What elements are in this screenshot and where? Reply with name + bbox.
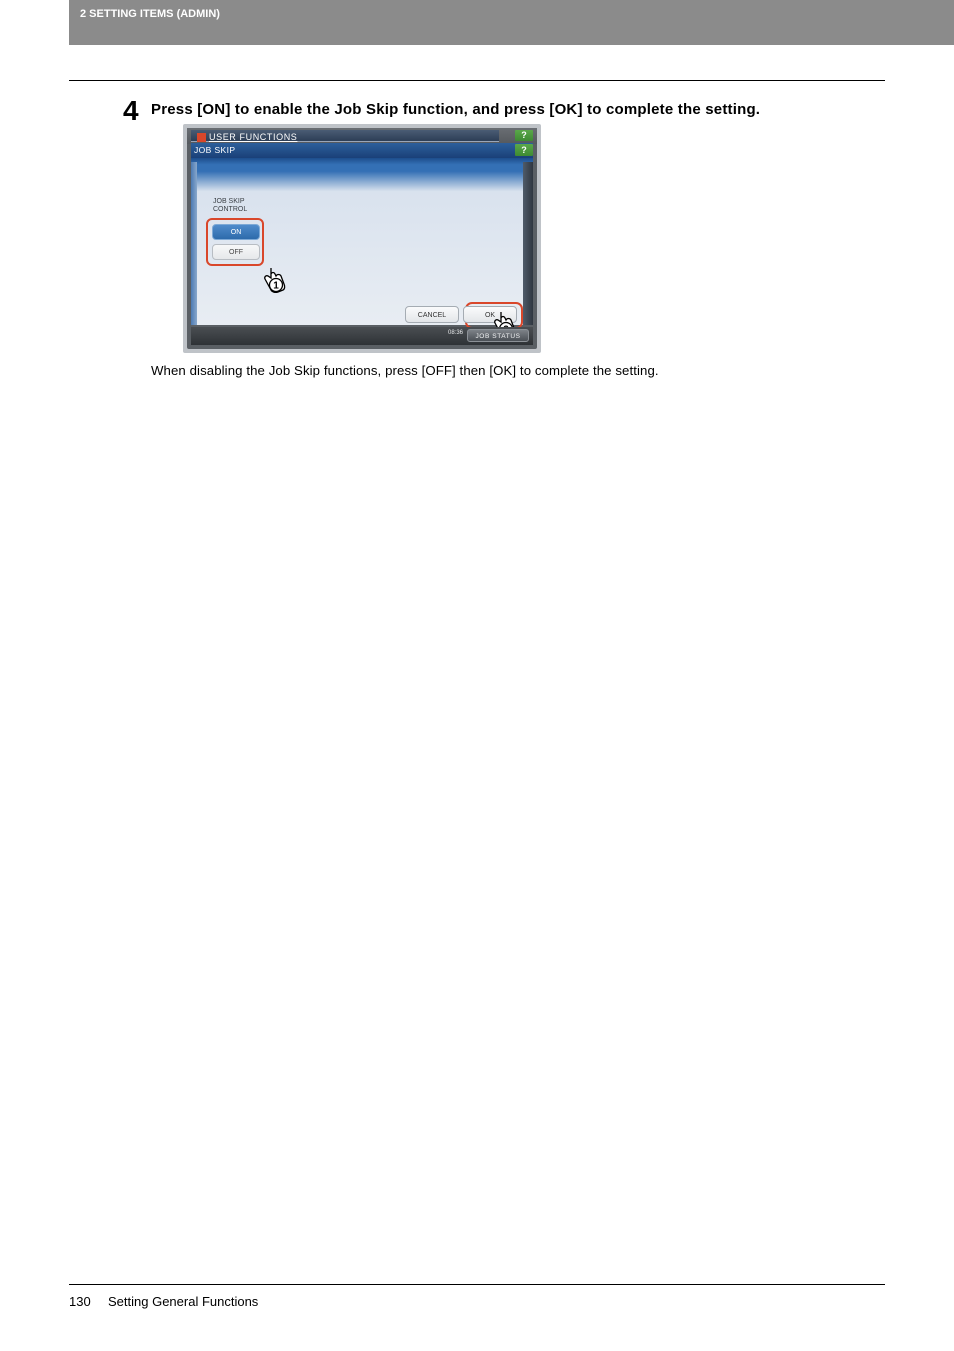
page-number: 130 <box>69 1294 91 1309</box>
note-text: When disabling the Job Skip functions, p… <box>151 363 659 378</box>
on-button[interactable]: ON <box>212 224 260 240</box>
control-label-line1: JOB SKIP <box>213 198 245 205</box>
off-button[interactable]: OFF <box>212 244 260 260</box>
step-instruction: Press [ON] to enable the Job Skip functi… <box>151 101 760 118</box>
page-header: 2 SETTING ITEMS (ADMIN) <box>69 0 954 45</box>
right-edge <box>523 162 533 325</box>
help-icon[interactable]: ? <box>515 144 533 156</box>
title-strip: USER FUNCTIONS <box>191 130 499 142</box>
control-label: JOB SKIP CONTROL <box>213 198 247 214</box>
control-label-line2: CONTROL <box>213 206 247 213</box>
device-screenshot: USER FUNCTIONS ? JOB SKIP ? JOB SKIP CON… <box>183 124 541 353</box>
status-bar: 08:36 JOB STATUS <box>191 327 533 345</box>
job-status-button[interactable]: JOB STATUS <box>467 329 529 342</box>
cancel-button[interactable]: CANCEL <box>405 306 459 323</box>
left-edge <box>191 162 197 325</box>
content-area: JOB SKIP CONTROL ON OFF 1 CA <box>191 158 533 325</box>
subheader-text: JOB SKIP <box>194 145 235 155</box>
help-icon[interactable]: ? <box>515 130 533 141</box>
callout-hand-1: 1 <box>259 266 285 292</box>
header-text: 2 SETTING ITEMS (ADMIN) <box>80 8 220 20</box>
callout-number-1: 1 <box>273 281 279 292</box>
logo-icon <box>197 133 206 142</box>
title-row: USER FUNCTIONS ? <box>187 128 537 144</box>
subheader-row: JOB SKIP ? <box>191 143 533 158</box>
button-row: CANCEL OK 2 <box>197 303 527 323</box>
screen-frame: USER FUNCTIONS ? JOB SKIP ? JOB SKIP CON… <box>183 124 541 353</box>
bottom-rule <box>69 1284 885 1285</box>
onoff-highlight: ON OFF <box>206 218 264 266</box>
step-number: 4 <box>123 95 139 127</box>
screen-inner: USER FUNCTIONS ? JOB SKIP ? JOB SKIP CON… <box>187 128 537 349</box>
top-rule <box>69 80 885 81</box>
status-time: 08:36 <box>448 330 463 336</box>
footer-title: Setting General Functions <box>108 1294 258 1309</box>
title-text: USER FUNCTIONS <box>209 132 297 142</box>
